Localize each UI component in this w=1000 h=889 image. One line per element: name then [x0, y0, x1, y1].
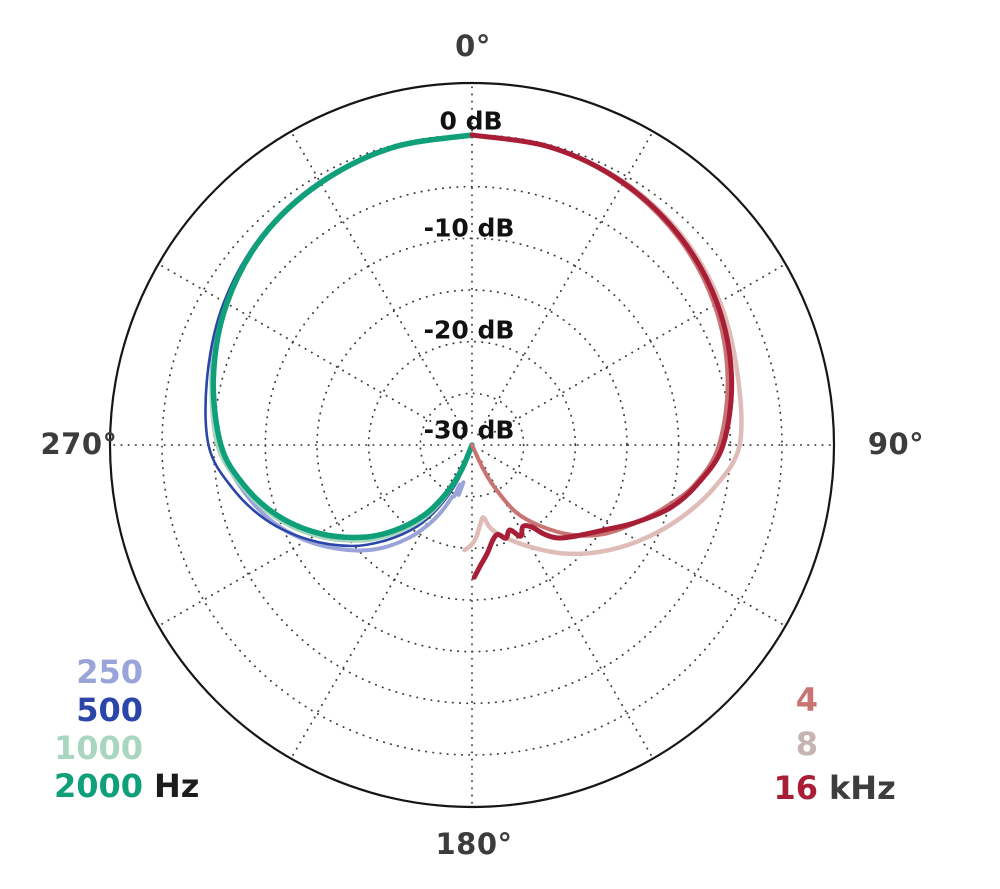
angle-label-180: 180° [435, 827, 513, 861]
legend-2000-label: 2000 [53, 767, 143, 805]
angle-label-270: 270° [40, 427, 118, 461]
legend-1000-label: 1000 [53, 729, 143, 767]
legend-item-500: 500 [33, 692, 199, 728]
db-tick-label-30: -30 dB [423, 415, 515, 445]
legend-8-label: 8 [795, 725, 818, 763]
angle-label-90: 90° [867, 427, 925, 461]
legend-item-2000: 2000 Hz [33, 768, 199, 804]
legend-high-frequencies: 4 8 16 kHz [708, 682, 896, 814]
legend-500-label: 500 [76, 691, 143, 729]
db-tick-label-0: 0 dB [439, 106, 503, 136]
legend-item-8: 8 [708, 726, 896, 762]
legend-item-1000: 1000 [33, 730, 199, 766]
legend-item-16: 16 kHz [708, 769, 896, 807]
curve-16-khz [469, 132, 735, 580]
legend-khz-unit: kHz [829, 769, 896, 807]
legend-16-label: 16 [773, 769, 818, 807]
db-tick-label-20: -20 dB [423, 315, 515, 345]
legend-item-250: 250 [33, 654, 199, 690]
legend-item-4: 4 [708, 682, 896, 718]
angle-label-0: 0° [455, 29, 491, 63]
legend-250-label: 250 [76, 653, 143, 691]
db-tick-label-10: -10 dB [423, 213, 515, 243]
legend-low-frequencies: 250 500 1000 2000 Hz [33, 654, 199, 806]
legend-4-label: 4 [795, 681, 818, 719]
curve-2000-hz [210, 132, 475, 541]
legend-hz-unit: Hz [154, 767, 200, 805]
